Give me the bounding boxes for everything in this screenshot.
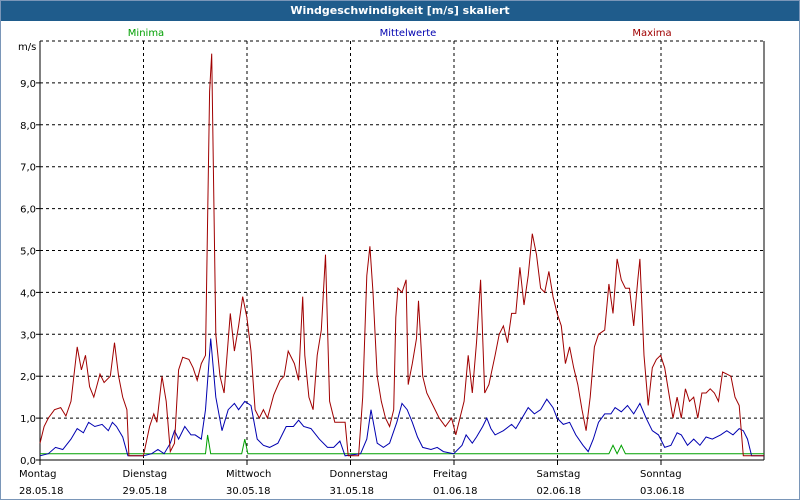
legend-maxima: Maxima (632, 28, 671, 39)
x-tick-weekday: Freitag (433, 469, 467, 480)
series-lines (39, 53, 764, 457)
x-tick-date: 02.06.18 (537, 486, 582, 497)
y-tick-label: 4,0 (20, 288, 36, 299)
y-tick-label: 6,0 (20, 205, 36, 216)
y-tick-label: 7,0 (20, 163, 36, 174)
x-tick-weekday: Samstag (537, 469, 581, 480)
series-line-maxima (39, 53, 764, 457)
window-title: Windgeschwindigkeit [m/s] skaliert (1, 1, 799, 21)
series-line-mittelwerte (39, 338, 764, 457)
x-tick-weekday: Mittwoch (226, 469, 271, 480)
x-tick-date: 29.05.18 (123, 486, 168, 497)
y-tick-label: 8,0 (20, 121, 36, 132)
axes (36, 41, 765, 465)
legend: Minima Mittelwerte Maxima (128, 28, 672, 39)
legend-mittelwerte: Mittelwerte (380, 28, 437, 39)
y-axis-label: m/s (18, 42, 36, 53)
series-line-minima (40, 434, 764, 455)
x-tick-date: 30.05.18 (226, 486, 271, 497)
y-tick-label: 1,0 (20, 414, 36, 425)
x-tick-weekday: Montag (19, 469, 56, 480)
x-tick-weekday: Dienstag (123, 469, 168, 480)
x-tick-date: 03.06.18 (640, 486, 685, 497)
axis-labels: 0,0 1,0 2,0 3,0 4,0 5,0 6,0 7,0 8,0 9,0 Montag 28.0… (18, 42, 685, 497)
legend-minima: Minima (128, 28, 164, 39)
x-tick-date: 31.05.18 (330, 486, 375, 497)
x-tick-weekday: Sonntag (640, 469, 682, 480)
grid (40, 40, 764, 460)
y-tick-label: 9,0 (20, 79, 36, 90)
y-tick-label: 3,0 (20, 330, 36, 341)
y-tick-label: 2,0 (20, 372, 36, 383)
x-tick-date: 01.06.18 (433, 486, 478, 497)
y-tick-label: 0,0 (20, 456, 36, 467)
x-tick-weekday: Donnerstag (330, 469, 388, 480)
y-tick-label: 5,0 (20, 247, 36, 258)
x-tick-date: 28.05.18 (19, 486, 64, 497)
